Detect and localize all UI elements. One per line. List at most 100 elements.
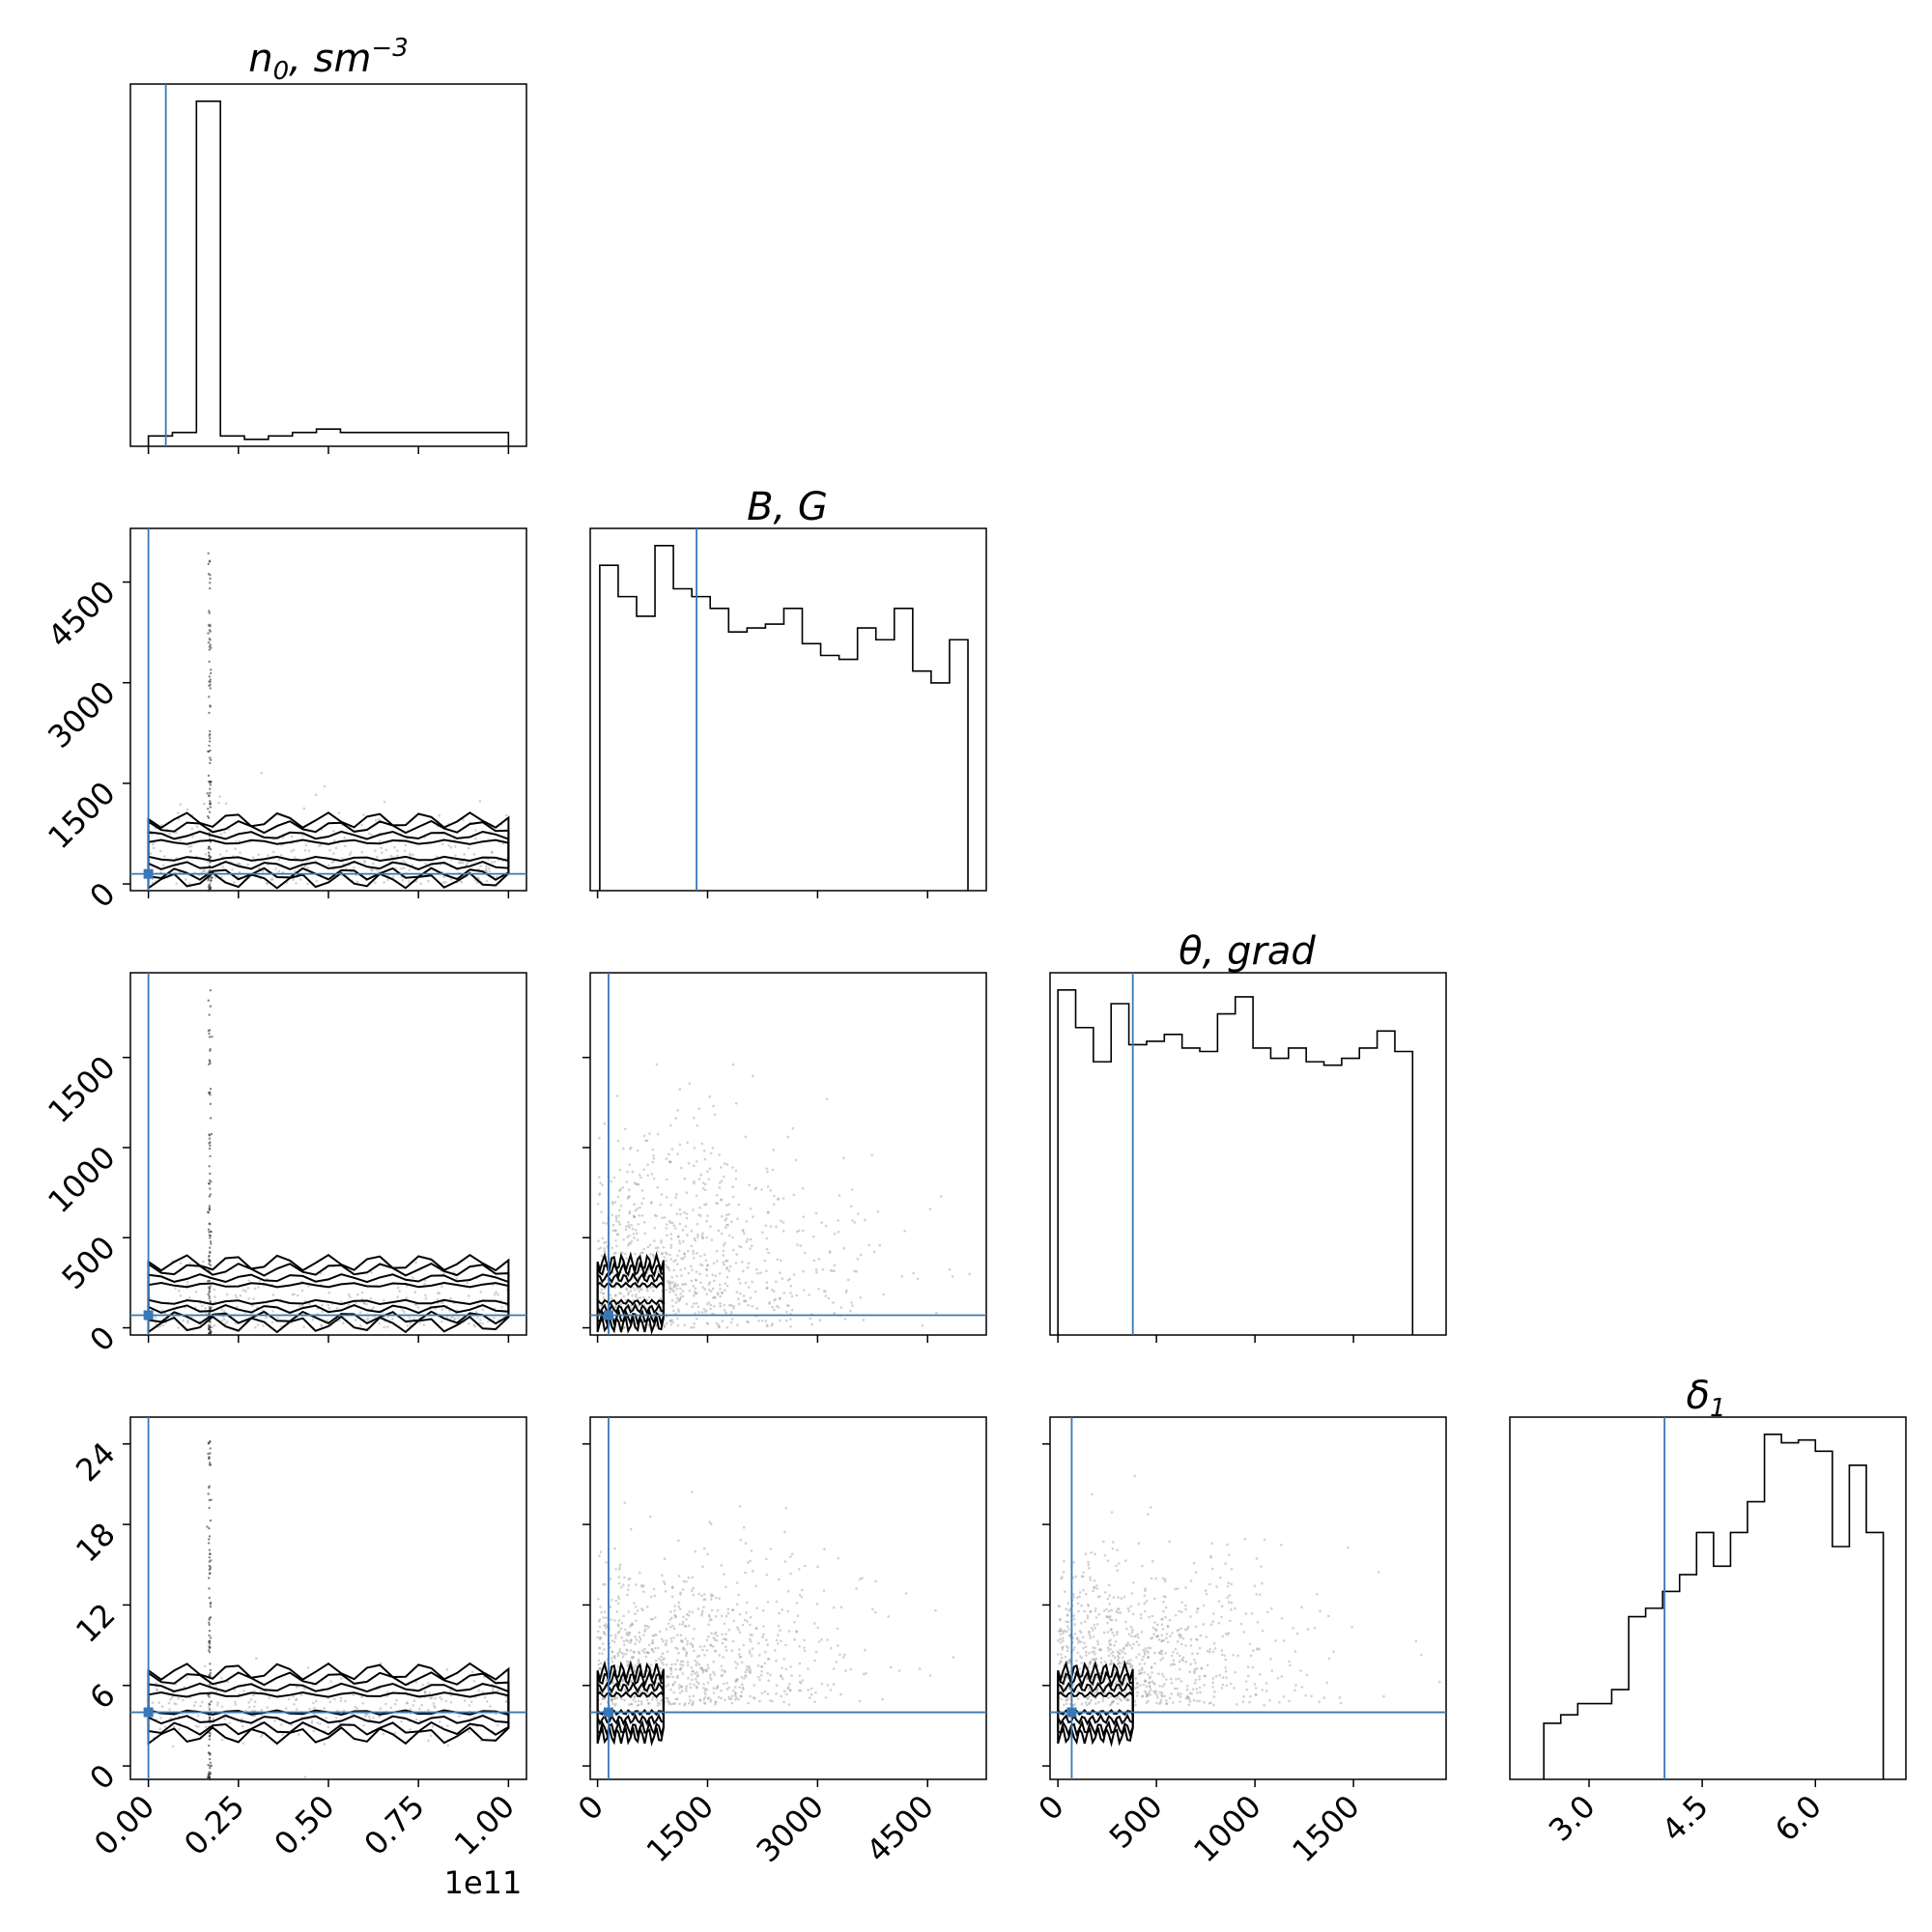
scatter-point-delta-B [644,1655,648,1659]
scatter-point-delta-theta [1186,1694,1189,1698]
scatter-point-theta-B [792,1273,796,1276]
scatter-point-delta-B [740,1661,744,1664]
scatter-point-delta-theta [1137,1603,1140,1605]
scatter-point-delta-theta [1109,1690,1112,1692]
scatter-point-delta-n0 [486,1700,489,1703]
scatter-point-delta-n0 [446,1744,450,1747]
scatter-point-delta-theta [1177,1691,1180,1695]
scatter-point-delta-theta [1137,1653,1141,1656]
scatter-point-delta-theta [1166,1640,1170,1644]
scatter-point-delta-B [611,1651,614,1654]
scatter-point-theta-n0 [454,1317,457,1321]
spike-point-delta-n0 [209,1440,212,1444]
scatter-point-theta-B [602,1292,605,1295]
panel-delta-vs-theta [1049,1416,1447,1780]
scatter-point-delta-theta [1153,1683,1156,1686]
scatter-point-delta-B [689,1683,692,1686]
scatter-point-delta-theta [1209,1556,1212,1559]
spike-point-theta-n0 [208,1142,211,1145]
scatter-point-delta-B [697,1662,701,1666]
scatter-point-delta-B [680,1638,683,1642]
scatter-point-delta-n0 [483,1696,487,1699]
scatter-point-theta-B [669,1287,672,1291]
scatter-point-theta-B [697,1178,701,1180]
scatter-point-delta-B [603,1631,606,1634]
scatter-point-theta-B [612,1176,616,1179]
scatter-point-theta-B [610,1179,612,1183]
scatter-point-delta-B [621,1583,625,1587]
scatter-point-delta-theta [1118,1656,1121,1660]
scatter-point-theta-B [709,1303,712,1307]
scatter-point-delta-theta [1118,1652,1122,1656]
scatter-point-delta-theta [1093,1624,1096,1627]
scatter-point-delta-theta [1226,1585,1230,1588]
scatter-point-theta-B [660,1241,663,1244]
scatter-point-delta-B [613,1704,616,1707]
scatter-point-delta-B [813,1622,816,1625]
scatter-point-theta-B [842,1246,846,1250]
scatter-point-B-n0 [424,862,428,866]
scatter-point-delta-theta [1087,1560,1090,1564]
scatter-point-delta-theta [1280,1675,1283,1678]
scatter-point-delta-theta [1084,1620,1087,1624]
spike-point-theta-n0 [207,999,210,1002]
scatter-point-theta-B [772,1290,776,1293]
scatter-point-delta-B [718,1597,721,1601]
scatter-point-delta-theta [1092,1675,1094,1679]
scatter-point-delta-theta [1192,1698,1196,1702]
scatter-point-delta-B [625,1648,628,1651]
scatter-point-delta-theta [1094,1616,1098,1619]
scatter-point-theta-B [603,1296,606,1299]
scatter-point-theta-B [754,1186,758,1189]
scatter-point-B-n0 [400,867,403,870]
scatter-point-theta-B [719,1288,722,1291]
scatter-point-delta-B [695,1677,697,1681]
scatter-point-delta-B [780,1674,782,1677]
scatter-point-theta-B [802,1289,806,1292]
scatter-point-theta-B [903,1230,906,1233]
scatter-point-delta-B [603,1610,607,1613]
scatter-point-delta-B [645,1651,649,1654]
scatter-point-delta-theta [1199,1690,1202,1694]
scatter-point-theta-n0 [413,1291,417,1293]
scatter-point-delta-theta [1230,1608,1233,1611]
scatter-point-theta-B [648,1243,652,1247]
scatter-point-theta-n0 [335,1306,339,1310]
scatter-point-theta-B [649,1286,652,1290]
scatter-point-delta-B [687,1576,691,1579]
scatter-point-delta-B [762,1633,765,1636]
scatter-point-B-n0 [383,800,386,804]
scatter-point-delta-B [626,1593,629,1597]
scatter-point-delta-theta [1114,1640,1118,1643]
scatter-point-theta-B [705,1321,709,1325]
scatter-point-delta-theta [1188,1700,1192,1703]
scatter-point-theta-n0 [455,1277,459,1280]
scatter-point-theta-B [617,1214,621,1217]
scatter-point-delta-B [598,1646,602,1650]
scatter-point-delta-theta [1153,1662,1156,1665]
scatter-point-delta-theta [1113,1644,1116,1647]
scatter-point-theta-n0 [321,1310,324,1314]
spike-point-B-n0 [208,889,212,893]
scatter-point-theta-B [693,1117,696,1120]
scatter-point-delta-B [766,1601,770,1604]
scatter-point-B-n0 [403,849,407,853]
scatter-point-delta-B [653,1594,657,1598]
scatter-point-delta-theta [1196,1652,1200,1655]
scatter-point-theta-n0 [339,1300,343,1303]
scatter-point-delta-n0 [340,1677,343,1680]
scatter-point-theta-B [715,1321,719,1325]
scatter-point-delta-theta [1189,1579,1193,1582]
scatter-point-delta-theta [1102,1609,1106,1612]
scatter-point-delta-B [928,1674,932,1677]
scatter-point-delta-theta [1082,1588,1085,1592]
scatter-point-delta-B [678,1667,682,1671]
truth-marker [143,1707,154,1718]
scatter-point-delta-B [816,1626,819,1630]
spike-point-theta-n0 [208,1181,211,1185]
scatter-point-theta-B [665,1196,668,1199]
scatter-point-delta-B [714,1700,718,1704]
scatter-point-delta-B [716,1608,720,1612]
scatter-point-theta-B [613,1306,617,1309]
scatter-point-theta-B [672,1260,675,1263]
